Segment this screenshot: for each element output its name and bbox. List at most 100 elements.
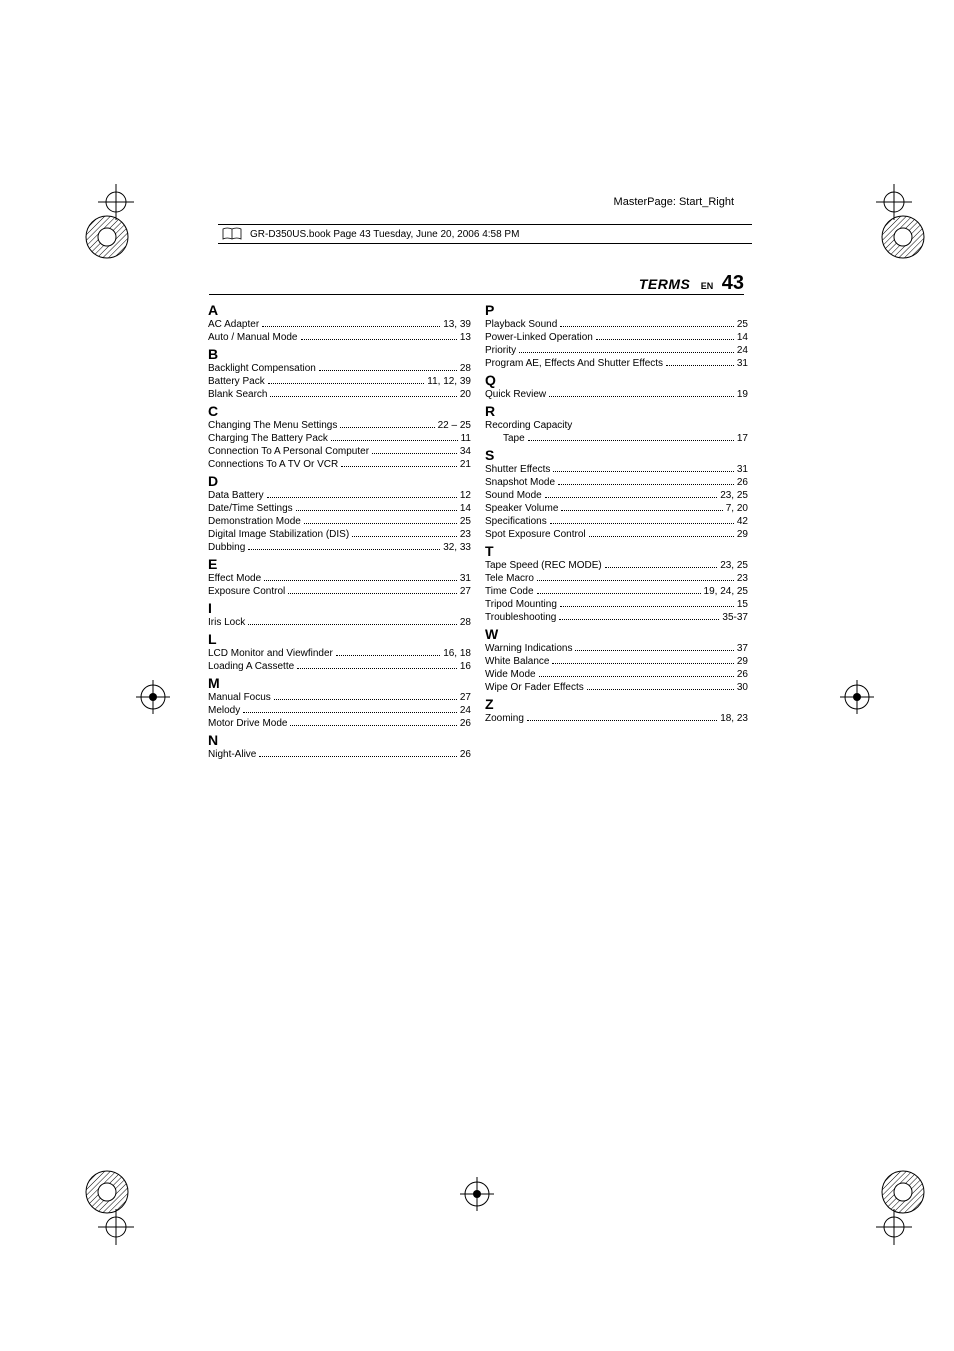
index-entry-label: Zooming: [485, 712, 524, 725]
index-entry: Connection To A Personal Computer 34: [208, 445, 471, 458]
index-entry: Iris Lock28: [208, 616, 471, 629]
index-entry: Tape17: [485, 432, 748, 445]
registration-target-icon: [460, 1177, 494, 1211]
leader-dots: [539, 676, 734, 677]
leader-dots: [549, 396, 734, 397]
index-letter: P: [485, 304, 748, 317]
index-entry-pages: 20: [460, 388, 471, 401]
index-entry: Digital Image Stabilization (DIS)23: [208, 528, 471, 541]
index-entry: Exposure Control27: [208, 585, 471, 598]
leader-dots: [519, 352, 734, 353]
index-entry-label: Wipe Or Fader Effects: [485, 681, 584, 694]
index-letter: W: [485, 628, 748, 641]
index-entry-label: Playback Sound: [485, 318, 557, 331]
leader-dots: [587, 689, 734, 690]
index-entry-pages: 11: [461, 432, 471, 445]
index-letter: N: [208, 734, 471, 747]
index-entry: Battery Pack11, 12, 39: [208, 375, 471, 388]
section-lang: EN: [701, 281, 714, 291]
index-entry-pages: 14: [460, 502, 471, 515]
hatched-circle-icon: [84, 214, 130, 260]
book-info-bar: GR-D350US.book Page 43 Tuesday, June 20,…: [218, 224, 752, 244]
index-entry-label: Wide Mode: [485, 668, 536, 681]
index-entry-pages: 13: [460, 331, 471, 344]
index-entry-label: Spot Exposure Control: [485, 528, 586, 541]
index-entry-pages: 16, 18: [443, 647, 471, 660]
book-info-text: GR-D350US.book Page 43 Tuesday, June 20,…: [250, 229, 519, 240]
registration-target-icon: [840, 680, 874, 714]
index-entry-label: Priority: [485, 344, 516, 357]
index-entry-pages: 25: [460, 515, 471, 528]
index-entry-label: Tripod Mounting: [485, 598, 557, 611]
index-entry-label: Specifications: [485, 515, 547, 528]
leader-dots: [264, 580, 457, 581]
index-entry-label: AC Adapter: [208, 318, 259, 331]
index-entry-label: Power-Linked Operation: [485, 331, 593, 344]
index-entry: Effect Mode31: [208, 572, 471, 585]
index-entry-pages: 42: [737, 515, 748, 528]
index-entry-label: Shutter Effects: [485, 463, 550, 476]
index-entry-pages: 35-37: [722, 611, 748, 624]
index-entry-pages: 26: [737, 668, 748, 681]
index-entry-pages: 26: [460, 717, 471, 730]
index-entry-pages: 37: [737, 642, 748, 655]
leader-dots: [268, 383, 425, 384]
index-entry-label: Tape: [503, 432, 525, 445]
index-entry-label: Connections To A TV Or VCR: [208, 458, 338, 471]
leader-dots: [340, 427, 434, 428]
index-entry: Wipe Or Fader Effects30: [485, 681, 748, 694]
leader-dots: [537, 593, 701, 594]
leader-dots: [528, 440, 734, 441]
index-entry-pages: 13, 39: [443, 318, 471, 331]
index-entry: Speaker Volume7, 20: [485, 502, 748, 515]
index-entry: White Balance29: [485, 655, 748, 668]
index-entry-label: Snapshot Mode: [485, 476, 555, 489]
index-entry: Tape Speed (REC MODE)23, 25: [485, 559, 748, 572]
leader-dots: [301, 339, 457, 340]
index-entry-pages: 14: [737, 331, 748, 344]
index-entry-label: Exposure Control: [208, 585, 285, 598]
index-entry-pages: 34: [460, 445, 471, 458]
leader-dots: [274, 699, 457, 700]
leader-dots: [297, 668, 457, 669]
index-entry-label: Speaker Volume: [485, 502, 558, 515]
index-entry: Program AE, Effects And Shutter Effects3…: [485, 357, 748, 370]
index-entry: Changing The Menu Settings22 – 25: [208, 419, 471, 432]
index-entry-label: Date/Time Settings: [208, 502, 293, 515]
index-entry-pages: 11, 12, 39: [427, 375, 471, 388]
index-entry-label: Backlight Compensation: [208, 362, 316, 375]
index-entry-label: White Balance: [485, 655, 549, 668]
index-entry-pages: 29: [737, 528, 748, 541]
index-entry: Priority24: [485, 344, 748, 357]
index-entry-label: Warning Indications: [485, 642, 572, 655]
index-entry-label: Connection To A Personal Computer: [208, 445, 369, 458]
index-entry: Spot Exposure Control 29: [485, 528, 748, 541]
index-column-right: PPlayback Sound25Power-Linked Operation1…: [485, 300, 748, 761]
index-entry: AC Adapter 13, 39: [208, 318, 471, 331]
leader-dots: [666, 365, 734, 366]
index-entry-label: Melody: [208, 704, 240, 717]
index-entry: Zooming18, 23: [485, 712, 748, 725]
leader-dots: [560, 326, 734, 327]
index-entry-pages: 23, 25: [720, 559, 748, 572]
index-entry-label: Night-Alive: [208, 748, 256, 761]
leader-dots: [575, 650, 733, 651]
leader-dots: [545, 497, 717, 498]
crop-mark-icon: [876, 184, 912, 220]
index-entry: Quick Review19: [485, 388, 748, 401]
index-letter: B: [208, 348, 471, 361]
index-letter: Q: [485, 374, 748, 387]
leader-dots: [270, 396, 456, 397]
leader-dots: [267, 497, 457, 498]
index-letter: Z: [485, 698, 748, 711]
index-entry: Data Battery12: [208, 489, 471, 502]
index-entry: Connections To A TV Or VCR21: [208, 458, 471, 471]
index-entry-pages: 27: [460, 691, 471, 704]
index-entry-label: Manual Focus: [208, 691, 271, 704]
index-entry-pages: 22 – 25: [438, 419, 471, 432]
index-entry-pages: 23, 25: [720, 489, 748, 502]
leader-dots: [527, 720, 717, 721]
leader-dots: [331, 440, 458, 441]
leader-dots: [589, 536, 734, 537]
index-entry: Time Code19, 24, 25: [485, 585, 748, 598]
